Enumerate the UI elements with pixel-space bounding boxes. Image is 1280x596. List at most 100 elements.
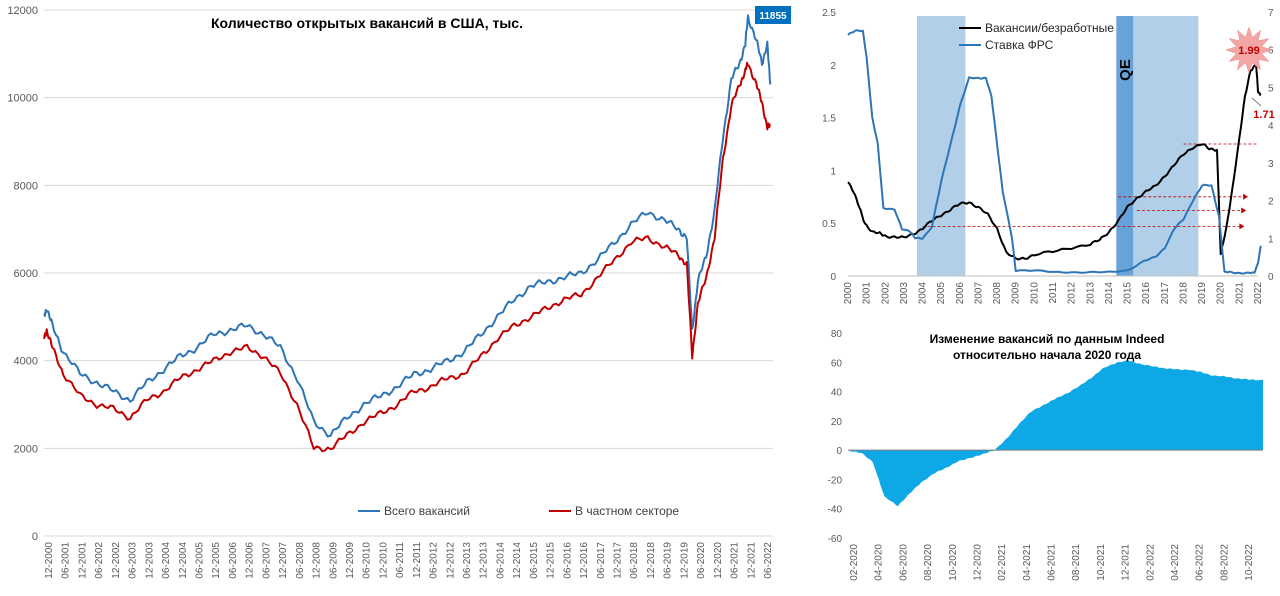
- shaded-period: [1116, 16, 1134, 276]
- x-tick-label: 06-2011: [395, 542, 406, 578]
- y-right-tick-label: 1: [1268, 234, 1274, 245]
- reference-arrow: [1239, 223, 1245, 230]
- x-tick-label: 2010: [1029, 282, 1040, 305]
- x-tick-label: 2001: [862, 282, 873, 305]
- x-tick-label: 12-2016: [579, 542, 590, 579]
- x-tick-label: 06-2004: [161, 542, 172, 579]
- area-fill: [848, 360, 1263, 507]
- x-tick-label: 2003: [899, 282, 910, 305]
- x-tick-label: 06-2009: [328, 542, 339, 579]
- legend-label: Вакансии/безработные: [985, 21, 1114, 35]
- x-tick-label: 12-2019: [679, 542, 690, 579]
- x-tick-label: 2008: [992, 282, 1003, 305]
- peak-ratio-label: 1.99: [1238, 45, 1259, 57]
- x-tick-label: 2021: [1234, 282, 1245, 305]
- x-tick-label: 12-2018: [646, 542, 657, 579]
- x-tick-label: 12-2015: [546, 542, 557, 579]
- series-line-0: [43, 14, 772, 438]
- x-tick-label: 2018: [1178, 282, 1189, 305]
- annotation-leader: [1251, 97, 1262, 107]
- x-tick-label: 02-2021: [997, 544, 1008, 581]
- x-tick-label: 12-2021: [746, 542, 757, 579]
- x-tick-label: 2015: [1123, 282, 1134, 305]
- y-left-tick-label: 2: [830, 61, 836, 72]
- x-tick-label: 06-2013: [462, 542, 473, 579]
- x-tick-label: 2017: [1160, 282, 1171, 305]
- x-tick-label: 06-2006: [228, 542, 239, 579]
- x-tick-label: 06-2021: [1047, 544, 1058, 581]
- x-tick-label: 2019: [1197, 282, 1208, 305]
- y-left-tick-label: 2.5: [822, 8, 836, 19]
- x-tick-label: 06-2003: [128, 542, 139, 579]
- chart-title-line-1: Изменение вакансий по данным Indeed: [930, 332, 1165, 346]
- y-tick-label: 80: [831, 329, 843, 340]
- reference-arrow: [1243, 193, 1249, 200]
- y-tick-label: -40: [828, 505, 843, 516]
- x-tick-label: 12-2014: [512, 542, 523, 579]
- x-tick-label: 06-2012: [429, 542, 440, 579]
- x-tick-label: 12-2021: [1121, 544, 1132, 581]
- series-line-0: [847, 63, 1262, 261]
- chart-title: Количество открытых вакансий в США, тыс.: [211, 15, 523, 31]
- y-left-tick-label: 1.5: [822, 114, 836, 125]
- y-tick-label: 20: [831, 417, 843, 428]
- x-tick-label: 12-2009: [345, 542, 356, 579]
- x-tick-label: 12-2017: [613, 542, 624, 579]
- x-tick-label: 06-2019: [663, 542, 674, 579]
- x-tick-label: 06-2010: [362, 542, 373, 579]
- x-tick-label: 08-2021: [1071, 544, 1082, 581]
- x-tick-label: 2004: [918, 282, 929, 305]
- x-tick-label: 12-2020: [972, 544, 983, 581]
- x-tick-label: 12-2010: [378, 542, 389, 579]
- peak-badge: [755, 6, 791, 24]
- legend-label: В частном секторе: [575, 504, 679, 518]
- chart-title-line-2: относительно начала 2020 года: [953, 348, 1141, 362]
- y-tick-label: 10000: [7, 93, 38, 105]
- x-tick-label: 06-2001: [61, 542, 72, 579]
- shaded-period: [916, 16, 966, 276]
- y-tick-label: 4000: [14, 356, 38, 368]
- x-tick-label: 06-2016: [562, 542, 573, 579]
- y-tick-label: -60: [828, 534, 843, 545]
- x-tick-label: 12-2011: [412, 542, 423, 578]
- y-left-tick-label: 0: [830, 272, 836, 283]
- reference-arrow: [1241, 207, 1247, 214]
- legend-label: Всего вакансий: [384, 504, 470, 518]
- qe-label: QE: [1117, 59, 1134, 81]
- x-tick-label: 04-2021: [1022, 544, 1033, 581]
- x-tick-label: 2007: [973, 282, 984, 305]
- x-tick-label: 04-2022: [1170, 544, 1181, 581]
- x-tick-label: 2022: [1253, 282, 1264, 305]
- y-tick-label: -20: [828, 475, 843, 486]
- x-tick-label: 12-2000: [44, 542, 55, 579]
- series-line-1: [43, 61, 772, 453]
- x-tick-label: 2012: [1067, 282, 1078, 305]
- series-line-1: [847, 29, 1262, 275]
- x-tick-label: 06-2007: [261, 542, 272, 579]
- y-right-tick-label: 5: [1268, 83, 1274, 94]
- x-tick-label: 06-2020: [696, 542, 707, 579]
- y-right-tick-label: 2: [1268, 197, 1274, 208]
- y-right-tick-label: 7: [1268, 8, 1274, 19]
- x-tick-label: 06-2014: [495, 542, 506, 579]
- y-tick-label: 40: [831, 388, 843, 399]
- x-tick-label: 06-2022: [1195, 544, 1206, 581]
- x-tick-label: 2006: [955, 282, 966, 305]
- x-tick-label: 10-2022: [1244, 544, 1255, 581]
- y-tick-label: 6000: [14, 268, 38, 280]
- x-tick-label: 2020: [1216, 282, 1227, 305]
- indeed-change-chart: -60 -40 -20 0 20 40 60 80 02-2020 04-2020 06-2020 0…: [828, 329, 1263, 581]
- x-tick-label: 12-2002: [111, 542, 122, 579]
- x-tick-label: 10-2021: [1096, 544, 1107, 581]
- x-tick-label: 2002: [880, 282, 891, 305]
- y-left-tick-label: 0.5: [822, 219, 836, 230]
- x-tick-label: 10-2020: [948, 544, 959, 581]
- y-tick-label: 8000: [14, 180, 38, 192]
- y-tick-label: 0: [836, 446, 842, 457]
- x-tick-label: 12-2004: [178, 542, 189, 579]
- y-tick-label: 2000: [14, 443, 38, 455]
- x-tick-label: 08-2022: [1219, 544, 1230, 581]
- x-tick-label: 06-2018: [629, 542, 640, 579]
- indeed-panel: -60 -40 -20 0 20 40 60 80 02-2020 04-2020 06-2020 0…: [815, 326, 1280, 591]
